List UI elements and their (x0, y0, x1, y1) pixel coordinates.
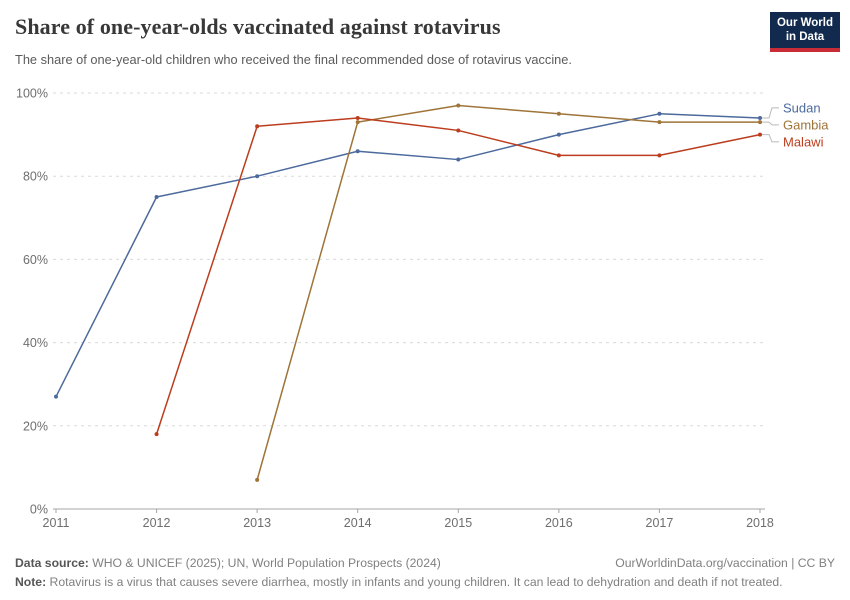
data-source-text: WHO & UNICEF (2025); UN, World Populatio… (88, 556, 441, 571)
data-point-malawi[interactable] (556, 153, 561, 158)
y-tick-label: 100% (16, 87, 48, 101)
x-tick-label: 2011 (43, 516, 70, 530)
data-point-sudan[interactable] (757, 115, 762, 120)
y-tick-label: 40% (23, 336, 48, 350)
y-tick-label: 60% (23, 253, 48, 267)
x-tick-label: 2016 (545, 516, 573, 530)
legend-connector-sudan (762, 107, 779, 119)
data-point-gambia[interactable] (657, 120, 662, 125)
legend-label-sudan[interactable]: Sudan (783, 100, 821, 115)
owid-logo-line1: Our World (776, 16, 833, 29)
owid-logo: Our World in Data (770, 12, 840, 52)
data-point-sudan[interactable] (456, 157, 461, 162)
series-line-malawi[interactable] (155, 117, 761, 435)
x-tick-label: 2017 (646, 516, 674, 530)
data-point-malawi[interactable] (456, 128, 461, 133)
data-point-gambia[interactable] (456, 103, 461, 108)
y-tick-label: 20% (23, 419, 48, 433)
data-source-label: Data source: (15, 556, 89, 571)
data-point-gambia[interactable] (355, 120, 360, 125)
data-point-gambia[interactable] (757, 120, 762, 125)
data-point-gambia[interactable] (255, 477, 260, 482)
data-point-sudan[interactable] (657, 111, 662, 116)
data-point-malawi[interactable] (757, 132, 762, 137)
data-point-sudan[interactable] (255, 174, 260, 179)
x-tick-label: 2018 (746, 516, 774, 530)
data-point-sudan[interactable] (54, 394, 58, 399)
chart-area: 0% 20% 40% 60% 80% 100% 2011 2012 2013 2014 2015 20… (0, 80, 850, 545)
legend-label-malawi[interactable]: Malawi (783, 134, 824, 149)
x-tick-label: 2013 (243, 516, 271, 530)
page-title: Share of one-year-olds vaccinated agains… (15, 14, 501, 39)
data-point-malawi[interactable] (255, 124, 260, 129)
header: Share of one-year-olds vaccinated agains… (0, 0, 850, 80)
note-label: Note: (15, 575, 47, 590)
y-tick-label: 0% (30, 503, 48, 517)
data-point-gambia[interactable] (556, 111, 561, 116)
x-tick-label: 2014 (344, 516, 372, 530)
series-line-sudan[interactable] (55, 113, 761, 398)
chart-svg: 0% 20% 40% 60% 80% 100% 2011 2012 2013 2014 2015 20… (16, 87, 829, 531)
x-tick-label: 2015 (444, 516, 472, 530)
page-subtitle: The share of one-year-old children who r… (15, 52, 572, 67)
note-text: Rotavirus is a virus that causes severe … (46, 575, 783, 590)
data-point-sudan[interactable] (355, 149, 360, 154)
legend-label-gambia[interactable]: Gambia (783, 117, 829, 132)
footer: Data source: WHO & UNICEF (2025); UN, Wo… (15, 554, 835, 592)
data-point-sudan[interactable] (154, 195, 159, 199)
data-point-malawi[interactable] (657, 153, 662, 158)
data-point-malawi[interactable] (355, 115, 360, 120)
owid-logo-line2: in Data (785, 31, 825, 43)
footer-link[interactable]: OurWorldinData.org/vaccination | CC BY (615, 556, 835, 571)
data-point-sudan[interactable] (556, 132, 561, 137)
y-tick-label: 80% (23, 170, 48, 184)
series-line-gambia[interactable] (256, 104, 760, 481)
data-source-line: Data source: WHO & UNICEF (2025); UN, Wo… (15, 554, 441, 573)
legend-connector-malawi (762, 134, 779, 143)
legend-connector-gambia (762, 121, 779, 126)
x-tick-label: 2012 (143, 516, 171, 530)
data-point-malawi[interactable] (154, 432, 159, 437)
